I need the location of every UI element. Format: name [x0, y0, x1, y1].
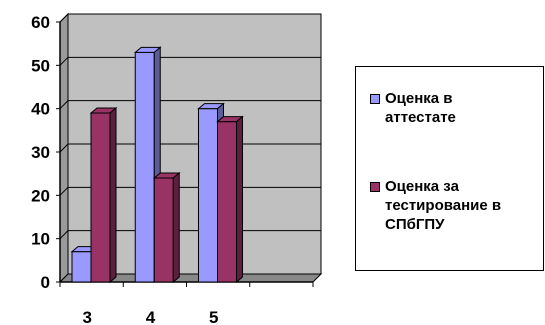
y-tick-label: 0 — [41, 273, 50, 292]
x-tick-label: 5 — [209, 308, 218, 325]
y-tick-label: 50 — [31, 56, 50, 75]
bar — [217, 121, 237, 283]
y-tick-label: 10 — [31, 230, 50, 249]
y-tick-label: 40 — [31, 100, 50, 119]
gridline — [59, 100, 321, 110]
bar — [134, 51, 155, 283]
x-tick-label: 3 — [82, 308, 91, 325]
bar — [153, 177, 174, 283]
y-tick-label: 20 — [31, 186, 50, 205]
legend-item-testing: Оценка за тестирование в СПбГПУ — [370, 177, 501, 234]
bar-side — [236, 115, 243, 284]
legend-swatch-testing — [370, 182, 380, 192]
bar-side — [109, 106, 117, 284]
gridline — [59, 13, 321, 23]
legend: Оценка в аттестате Оценка за тестировани… — [355, 66, 544, 271]
y-tick-label: 30 — [31, 143, 50, 162]
bar — [71, 251, 92, 283]
legend-item-certificate: Оценка в аттестате — [370, 89, 456, 127]
legend-label-testing: Оценка за тестирование в СПбГПУ — [385, 178, 502, 233]
bar-side — [172, 171, 180, 284]
x-tick-label: 4 — [146, 308, 156, 325]
gridline — [59, 56, 321, 66]
y-tick-label: 60 — [31, 13, 50, 32]
bar — [198, 108, 218, 283]
bar — [90, 112, 111, 283]
legend-label-certificate: Оценка в аттестате — [385, 90, 456, 126]
legend-swatch-certificate — [370, 94, 380, 104]
